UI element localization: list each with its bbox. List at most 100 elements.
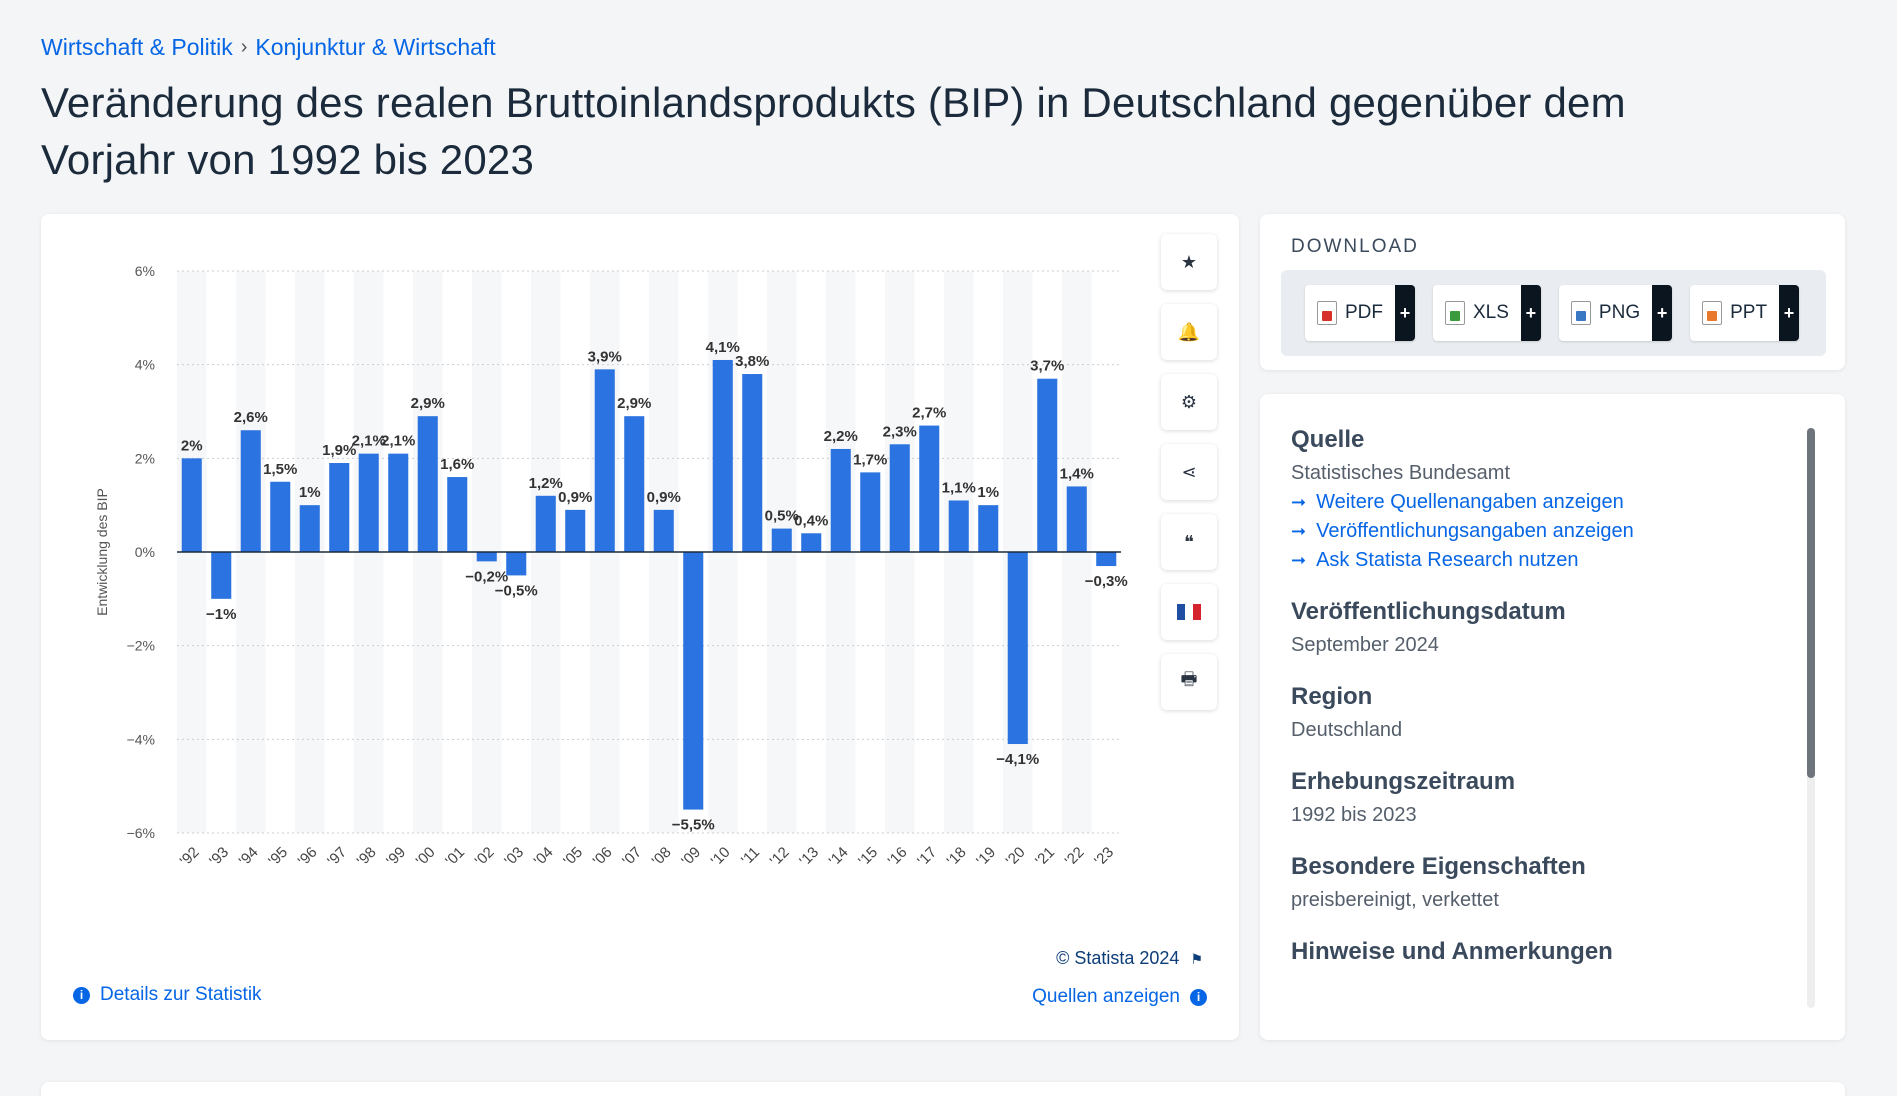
bar (594, 369, 615, 552)
x-tick-label: '00 (413, 844, 439, 870)
data-label: 3,8% (735, 353, 769, 370)
copyright-label[interactable]: © Statista 2024 ⚑ (1056, 948, 1203, 969)
data-label: 1,6% (440, 456, 474, 473)
y-tick-label: 4% (135, 357, 155, 373)
data-label: 0,5% (765, 508, 799, 525)
data-label: 0,4% (794, 512, 828, 529)
scrollbar-thumb[interactable] (1807, 428, 1815, 778)
x-tick-label: '23 (1091, 844, 1117, 870)
xls-file-icon (1445, 301, 1465, 325)
pub-date-label: Veröffentlichungsdatum (1291, 598, 1566, 625)
download-png-main[interactable]: PNG (1559, 285, 1652, 341)
settings-gear-button[interactable]: ⚙ (1161, 374, 1217, 430)
breadcrumb-link-wirtschaft-politik[interactable]: Wirtschaft & Politik (41, 34, 233, 60)
breadcrumb-link-konjunktur[interactable]: Konjunktur & Wirtschaft (255, 34, 496, 60)
x-tick-label: '17 (914, 844, 940, 870)
data-label: 2,1% (352, 433, 386, 450)
download-ppt-button[interactable]: PPT + (1690, 285, 1800, 341)
settings-gear-icon: ⚙ (1180, 391, 1198, 412)
region-label: Region (1291, 683, 1373, 710)
x-tick-label: '18 (944, 844, 970, 870)
data-label: −4,1% (996, 751, 1039, 768)
data-label: 2,6% (234, 409, 268, 426)
download-options-plus-button[interactable]: + (1779, 285, 1800, 341)
source-value: Statistisches Bundesamt (1291, 462, 1510, 484)
bar (565, 509, 586, 552)
bar (919, 425, 940, 552)
bar (211, 552, 232, 599)
download-options-plus-button[interactable]: + (1520, 285, 1541, 341)
bar (801, 533, 822, 552)
share-button[interactable]: ⋖ (1161, 444, 1217, 500)
data-label: 0,9% (558, 489, 592, 506)
download-label: PNG (1598, 302, 1641, 323)
x-tick-label: '22 (1062, 844, 1088, 870)
chart-toolbar: ★ 🔔 ⚙ ⋖ ❝ 🖶 (1161, 234, 1217, 710)
x-tick-label: '07 (619, 844, 645, 870)
download-options-plus-button[interactable]: + (1652, 285, 1673, 341)
copyright-text: © Statista 2024 (1056, 948, 1180, 968)
print-button[interactable]: 🖶 (1161, 654, 1217, 710)
french-flag-button[interactable] (1161, 584, 1217, 640)
download-label: PPT (1730, 302, 1768, 323)
x-tick-label: '09 (678, 844, 704, 870)
more-sources-link[interactable]: ➞ Weitere Quellenangaben anzeigen (1291, 491, 1791, 514)
download-png-button[interactable]: PNG + (1558, 285, 1673, 341)
download-options-plus-button[interactable]: + (1395, 285, 1415, 341)
bar (978, 505, 999, 552)
data-label: 1,1% (942, 479, 976, 496)
ppt-file-icon (1702, 301, 1723, 325)
details-link[interactable]: i Details zur Statistik (73, 984, 262, 1006)
period-label: Erhebungszeitraum (1291, 768, 1516, 795)
favorite-star-button[interactable]: ★ (1161, 234, 1217, 290)
data-label: 1,5% (263, 461, 297, 478)
y-tick-label: 2% (135, 450, 155, 466)
more-sources-label: Weitere Quellenangaben anzeigen (1316, 491, 1624, 513)
y-tick-label: −6% (127, 825, 155, 841)
bar (653, 509, 674, 552)
png-file-icon (1570, 301, 1591, 325)
notes-label[interactable]: Hinweise und Anmerkungen (1291, 938, 1613, 965)
ask-research-label: Ask Statista Research nutzen (1316, 549, 1579, 571)
x-tick-label: '11 (738, 844, 763, 869)
x-tick-label: '21 (1032, 844, 1058, 870)
breadcrumb-separator: › (240, 36, 248, 58)
share-icon: ⋖ (1181, 461, 1197, 482)
x-tick-label: '05 (560, 844, 586, 870)
x-tick-label: '96 (295, 844, 321, 870)
data-label: 1% (977, 484, 999, 501)
download-pdf-button[interactable]: PDF + (1305, 285, 1415, 341)
data-label: 2,9% (617, 395, 651, 412)
bar (240, 430, 261, 552)
arrow-right-icon: ➞ (1291, 492, 1307, 512)
sources-link[interactable]: Quellen anzeigen i (1032, 986, 1207, 1008)
source-label: Quelle (1291, 426, 1365, 453)
bar (329, 463, 350, 552)
publication-info-link[interactable]: ➞ Veröffentlichungsangaben anzeigen (1291, 520, 1791, 543)
bar (1066, 486, 1087, 552)
x-tick-label: '04 (531, 844, 557, 870)
ask-research-link[interactable]: ➞ Ask Statista Research nutzen (1291, 549, 1791, 572)
x-tick-label: '97 (324, 844, 350, 870)
notification-bell-button[interactable]: 🔔 (1161, 304, 1217, 360)
pdf-file-icon (1317, 301, 1337, 325)
bar (624, 416, 645, 552)
download-xls-button[interactable]: XLS + (1433, 285, 1541, 341)
details-link-label: Details zur Statistik (100, 984, 262, 1005)
arrow-right-icon: ➞ (1291, 521, 1307, 541)
quote-button[interactable]: ❝ (1161, 514, 1217, 570)
favorite-star-icon: ★ (1180, 251, 1198, 272)
bar (1007, 552, 1028, 745)
bar (683, 552, 704, 810)
pub-date-value: September 2024 (1291, 634, 1439, 656)
arrow-right-icon: ➞ (1291, 550, 1307, 570)
x-tick-label: '92 (177, 844, 203, 870)
data-label: 2,7% (912, 405, 946, 422)
download-pdf-main[interactable]: PDF (1305, 285, 1395, 341)
x-tick-label: '02 (472, 844, 498, 870)
bar (860, 472, 881, 552)
page-title: Veränderung des realen Bruttoinlandsprod… (41, 79, 1626, 183)
download-ppt-main[interactable]: PPT (1690, 285, 1779, 341)
download-xls-main[interactable]: XLS (1433, 285, 1521, 341)
info-scrollbar[interactable] (1807, 428, 1815, 1008)
